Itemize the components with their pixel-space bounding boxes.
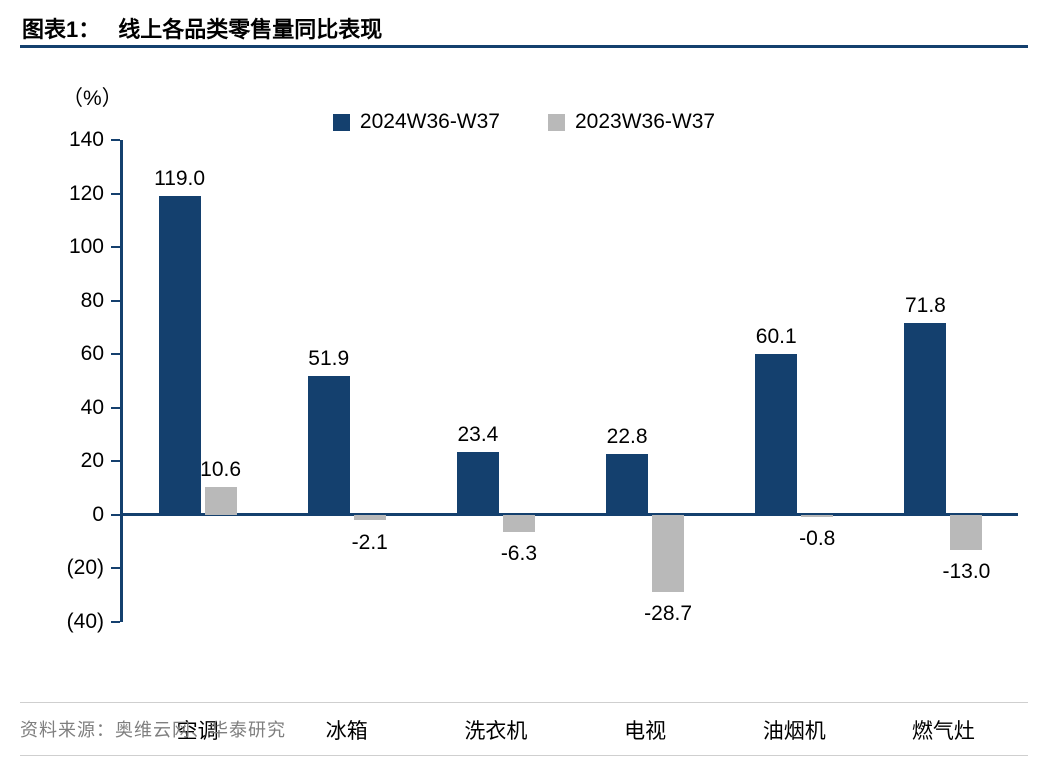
bar-group: 51.9 -2.1 — [272, 140, 421, 622]
bar-group: 22.8 -28.7 — [571, 140, 720, 625]
category-label: 洗衣机 — [464, 720, 528, 743]
bar-group: 23.4 -6.3 — [421, 140, 570, 622]
bar — [652, 514, 685, 592]
data-label: 60.1 — [755, 324, 797, 348]
bar — [606, 453, 649, 515]
y-axis-tick-mark — [111, 192, 120, 195]
title-underline — [20, 45, 1028, 48]
footer-divider-bottom — [20, 755, 1028, 756]
data-label: -0.8 — [799, 527, 836, 551]
data-label: 119.0 — [154, 167, 206, 191]
y-axis-unit-label: （%） — [62, 87, 123, 110]
source-note: 资料来源：奥维云网、华泰研究 — [20, 720, 286, 740]
bar-group: 119.0 10.6 — [123, 140, 272, 622]
legend-label-2024: 2024W36-W37 — [359, 110, 500, 133]
y-axis-tick-mark — [111, 353, 120, 356]
y-tick-label: 140 — [68, 128, 104, 151]
legend-marker-2024 — [332, 113, 350, 131]
category-label: 油烟机 — [762, 720, 826, 743]
data-label: 22.8 — [606, 424, 648, 448]
chart-title-text: 线上各品类零售量同比表现 — [118, 17, 383, 42]
footer-divider-top — [20, 702, 1028, 703]
y-axis-tick-mark — [111, 299, 120, 302]
bar-group: 60.1 -0.8 — [720, 140, 869, 622]
x-axis-zero-line — [123, 513, 1018, 517]
bar — [755, 353, 798, 515]
y-axis-tick-labels: 140 120 100 80 60 40 20 0 (20) (40) — [20, 128, 110, 633]
y-tick-label: 20 — [80, 449, 104, 473]
chart-title: 图表1： 线上各品类零售量同比表现 — [22, 12, 382, 44]
legend-item-2023: 2023W36-W37 — [548, 110, 715, 134]
data-label: -2.1 — [351, 530, 388, 554]
y-axis-tick-mark — [111, 460, 120, 463]
bar — [456, 452, 499, 515]
y-tick-label: 60 — [80, 342, 104, 366]
bar — [502, 514, 535, 532]
legend-label-2023: 2023W36-W37 — [575, 110, 716, 133]
data-label: 71.8 — [904, 293, 946, 317]
y-axis-tick-mark — [111, 513, 120, 516]
category-label: 冰箱 — [325, 720, 368, 743]
y-axis-tick-mark — [111, 567, 120, 570]
legend: 2024W36-W37 2023W36-W37 — [20, 110, 1028, 134]
y-tick-label: 100 — [68, 235, 104, 259]
y-tick-label: 0 — [92, 502, 104, 526]
bar — [158, 196, 201, 515]
y-tick-label: (40) — [66, 610, 104, 633]
y-tick-label: 120 — [68, 181, 104, 205]
data-label: -6.3 — [500, 541, 537, 565]
category-label: 燃气灶 — [911, 720, 975, 743]
bar — [307, 375, 350, 515]
category-label: 空调 — [176, 720, 219, 743]
y-axis-tick-mark — [111, 621, 120, 623]
data-label: 23.4 — [457, 423, 499, 447]
bar — [950, 514, 983, 550]
bar — [801, 514, 834, 518]
data-label: -28.7 — [644, 601, 693, 625]
data-label: -13.0 — [942, 559, 991, 583]
y-axis-tick-mark — [111, 139, 120, 141]
chart-title-prefix: 图表1： — [22, 17, 101, 42]
bar — [904, 322, 947, 515]
y-tick-label: (20) — [66, 556, 104, 580]
y-axis-tick-mark — [111, 406, 120, 409]
bar — [353, 514, 386, 521]
category-label: 电视 — [624, 720, 667, 743]
bar-group: 71.8 -13.0 — [869, 140, 1018, 622]
y-tick-label: 40 — [80, 395, 104, 419]
legend-marker-2023 — [548, 113, 565, 131]
data-label: 10.6 — [200, 457, 242, 481]
data-label: 51.9 — [308, 346, 350, 370]
legend-item-2024: 2024W36-W37 — [332, 110, 500, 134]
bar — [204, 486, 237, 515]
y-axis-tick-mark — [111, 246, 120, 249]
x-axis-category-labels: 空调 冰箱 洗衣机 电视 油烟机 燃气灶 — [123, 715, 1018, 749]
plot-area: 119.0 10.6 51.9 -2.1 23.4 -6.3 22.8 -28.7 60.1 -0… — [111, 139, 1018, 625]
bar-chart: （%） 2024W36-W37 2023W36-W37 140 120 100 80 6… — [20, 60, 1028, 743]
y-tick-label: 80 — [80, 288, 104, 312]
